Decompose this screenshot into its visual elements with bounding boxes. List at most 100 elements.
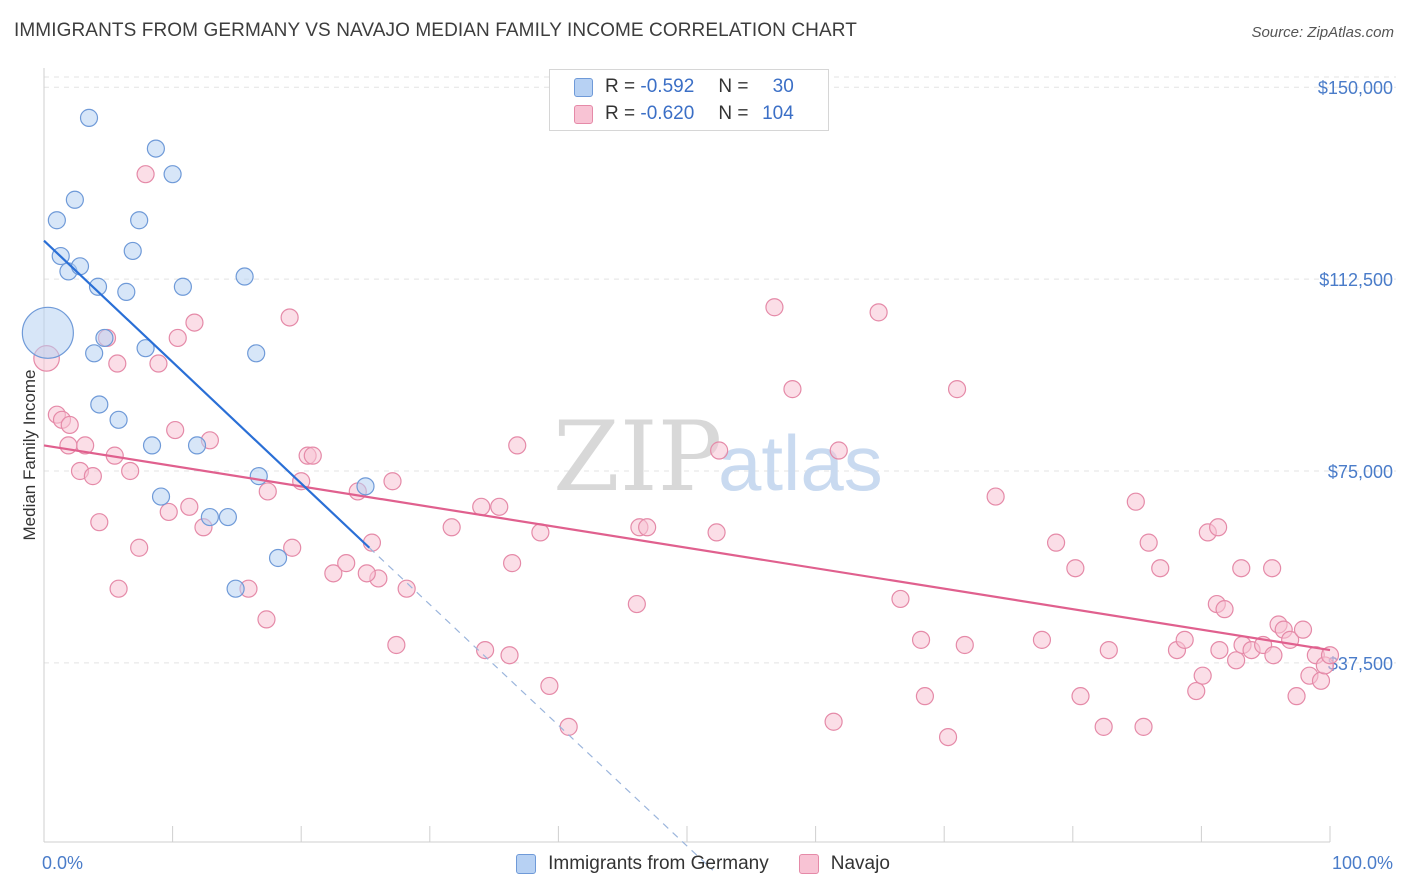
germany-point xyxy=(200,507,219,527)
navajo-point xyxy=(559,717,578,736)
germany-point xyxy=(47,211,66,230)
navajo-point xyxy=(1126,492,1145,511)
navajo-point xyxy=(383,472,402,491)
navajo-point xyxy=(149,354,168,373)
navajo-point xyxy=(475,640,495,660)
x-tick-label: 0.0% xyxy=(42,853,83,873)
navajo-point xyxy=(83,467,102,486)
navajo-point xyxy=(185,313,204,332)
germany-swatch xyxy=(574,77,593,97)
navajo-point xyxy=(1210,640,1229,660)
germany-point xyxy=(79,108,99,127)
navajo-point xyxy=(136,165,155,184)
navajo-point xyxy=(1094,717,1113,736)
navajo-point xyxy=(947,380,967,399)
navajo-point xyxy=(280,308,299,327)
germany-point xyxy=(142,436,162,455)
navajo-point xyxy=(1320,646,1340,665)
navajo-point xyxy=(337,554,356,573)
navajo-point xyxy=(180,497,199,516)
navajo-point xyxy=(986,487,1005,506)
x-tick-labels: 0.0% 100.0% xyxy=(42,853,1393,873)
germany-point xyxy=(95,328,114,348)
germany-point xyxy=(123,241,142,261)
navajo-point xyxy=(1293,620,1313,639)
legend-r-value: -0.592 xyxy=(640,76,695,97)
germany-point xyxy=(247,344,266,363)
navajo-point xyxy=(1139,533,1158,552)
navajo-point xyxy=(829,441,848,460)
y-tick-label: $150,000 xyxy=(1318,78,1393,98)
navajo-point xyxy=(90,513,109,532)
navajo-point xyxy=(108,354,127,373)
germany-point xyxy=(130,211,149,230)
navajo-point xyxy=(915,687,935,706)
legend-item-germany[interactable]: Immigrants from Germany xyxy=(516,853,769,875)
germany-points xyxy=(21,108,375,598)
navajo-point xyxy=(1215,600,1234,619)
navajo-point xyxy=(490,497,509,516)
legend-r-label: R = xyxy=(605,76,636,97)
navajo-point xyxy=(1032,630,1052,649)
navajo-swatch xyxy=(574,104,593,124)
y-tick-label: $75,000 xyxy=(1328,462,1393,482)
germany-trend-extension xyxy=(368,547,714,871)
legend-n-value: 104 xyxy=(762,103,794,124)
correlation-legend: R = -0.592 N = 30 R = -0.620 N = 104 xyxy=(549,69,829,131)
axes xyxy=(43,68,1331,843)
chart-title: IMMIGRANTS FROM GERMANY VS NAVAJO MEDIAN… xyxy=(14,20,857,41)
navajo-point xyxy=(109,579,128,598)
germany-point xyxy=(268,548,288,568)
watermark-zip: ZIP xyxy=(553,401,722,513)
navajo-point xyxy=(121,461,140,481)
navajo-legend-swatch xyxy=(798,854,819,874)
navajo-point xyxy=(1193,666,1212,685)
legend-row-navajo: R = -0.620 N = 104 xyxy=(574,102,794,126)
navajo-point xyxy=(1263,559,1282,578)
navajo-point xyxy=(60,415,79,435)
germany-point xyxy=(117,282,136,301)
navajo-point xyxy=(891,589,910,609)
navajo-point xyxy=(1066,559,1085,578)
navajo-point xyxy=(1175,630,1194,649)
navajo-point xyxy=(1151,559,1170,578)
navajo-point xyxy=(540,676,559,696)
navajo-point xyxy=(1071,687,1090,706)
legend-label-germany: Immigrants from Germany xyxy=(548,853,769,874)
navajo-point xyxy=(168,328,187,348)
legend-n-label: N = xyxy=(718,103,749,124)
germany-trend-line xyxy=(43,239,371,549)
navajo-point xyxy=(1134,717,1153,736)
legend-r-value: -0.620 xyxy=(640,103,695,124)
germany-point xyxy=(109,410,128,429)
y-tick-label: $112,500 xyxy=(1319,270,1393,290)
navajo-point xyxy=(1046,533,1066,552)
navajo-point xyxy=(1209,518,1228,537)
navajo-point xyxy=(324,564,343,583)
watermark-atlas: atlas xyxy=(718,419,883,507)
germany-point xyxy=(136,339,155,358)
y-axis-label-group: Median Family Income xyxy=(20,369,39,540)
navajo-point xyxy=(955,635,974,655)
legend-item-navajo[interactable]: Navajo xyxy=(798,853,890,875)
germany-point xyxy=(218,507,237,527)
x-tick-label: 100.0% xyxy=(1332,853,1393,873)
germany-point xyxy=(21,306,74,359)
germany-legend-swatch xyxy=(516,854,537,874)
y-tick-label: $37,500 xyxy=(1328,654,1393,674)
watermark: ZIP atlas xyxy=(553,401,883,513)
navajo-point xyxy=(500,646,519,665)
navajo-point xyxy=(283,538,302,557)
navajo-point xyxy=(503,554,522,573)
navajo-point xyxy=(707,523,726,542)
navajo-point xyxy=(166,420,185,440)
germany-point xyxy=(65,190,84,209)
navajo-point xyxy=(627,594,646,614)
germany-point xyxy=(163,165,182,184)
germany-point xyxy=(151,487,171,506)
navajo-point xyxy=(638,518,657,537)
legend-label-navajo: Navajo xyxy=(830,853,890,874)
germany-point xyxy=(85,344,104,363)
y-axis-label: Median Family Income xyxy=(20,369,39,540)
